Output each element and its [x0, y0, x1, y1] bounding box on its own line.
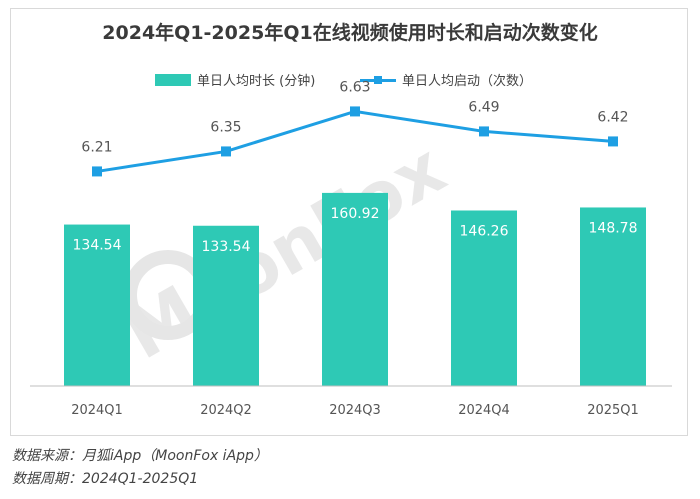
line-point	[479, 126, 489, 137]
bar-value-label: 134.54	[73, 238, 122, 254]
x-tick-label: 2024Q4	[458, 403, 510, 418]
line-path	[96, 109, 614, 173]
legend-swatch-bar	[155, 73, 191, 86]
bar	[580, 207, 646, 386]
legend: 单日人均时长 (分钟) 单日人均启动（次数）	[0, 70, 700, 94]
legend-swatch-line	[360, 74, 396, 86]
line-point	[221, 146, 231, 157]
line-value-label: 6.42	[597, 109, 628, 125]
bar-series: 134.54 133.54 160.92 146.26 148.78	[64, 192, 646, 386]
x-tick-label: 2024Q3	[329, 403, 381, 418]
line-point	[92, 166, 102, 177]
bar	[451, 210, 517, 386]
x-tick-label: 2024Q1	[71, 403, 123, 418]
line-point	[350, 106, 360, 117]
period-note: 数据周期：2024Q1-2025Q1	[12, 471, 199, 487]
bar-value-label: 148.78	[589, 220, 638, 236]
watermark: MoonFox	[111, 128, 458, 376]
bar	[64, 224, 130, 386]
bar	[322, 192, 388, 386]
x-axis: 2024Q1 2024Q2 2024Q3 2024Q4 2025Q1	[30, 385, 672, 418]
line-series: 6.21 6.35 6.63 6.49 6.42	[81, 79, 629, 177]
legend-item-line: 单日人均启动（次数）	[360, 70, 532, 89]
line-value-label: 6.21	[81, 139, 112, 155]
chart-title: 2024年Q1-2025年Q1在线视频使用时长和启动次数变化	[102, 22, 598, 44]
bar-value-label: 160.92	[331, 206, 380, 222]
bar-value-label: 146.26	[460, 223, 509, 239]
x-tick-label: 2025Q1	[587, 403, 639, 418]
line-value-label: 6.49	[468, 99, 499, 115]
line-value-label: 6.63	[339, 79, 370, 95]
line-value-label: 6.35	[210, 119, 241, 135]
source-note: 数据来源：月狐iApp（MoonFox iApp）	[12, 448, 268, 464]
legend-label-line: 单日人均启动（次数）	[402, 74, 533, 89]
bar	[193, 225, 259, 386]
legend-label-bar: 单日人均时长 (分钟)	[197, 74, 316, 89]
x-tick-label: 2024Q2	[200, 403, 252, 418]
bar-value-label: 133.54	[202, 239, 251, 255]
line-point	[608, 136, 618, 147]
legend-item-bar: 单日人均时长 (分钟)	[155, 70, 315, 89]
